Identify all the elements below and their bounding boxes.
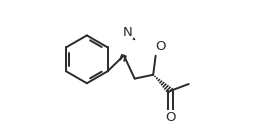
Text: N: N bbox=[123, 26, 133, 39]
Text: O: O bbox=[165, 111, 176, 124]
Text: O: O bbox=[155, 40, 166, 53]
